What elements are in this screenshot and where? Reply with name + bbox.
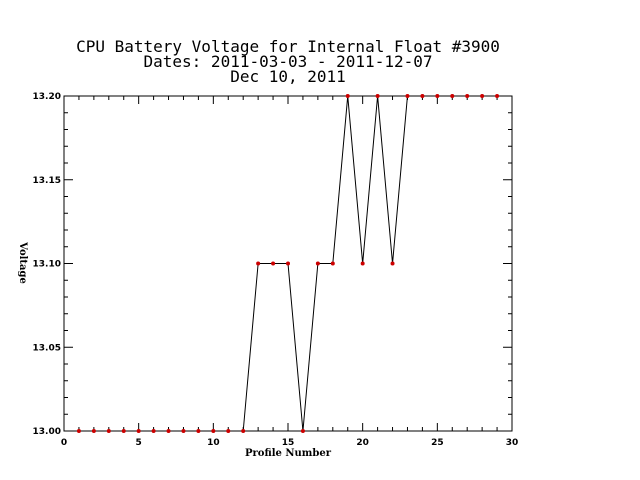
x-tick-label: 0 <box>61 438 67 448</box>
series-layer <box>76 94 500 433</box>
data-point <box>375 94 380 98</box>
chart-title: CPU Battery Voltage for Internal Float #… <box>76 37 500 86</box>
data-point <box>241 429 246 433</box>
data-point <box>480 94 485 98</box>
data-point <box>151 429 156 433</box>
data-point <box>166 429 171 433</box>
data-point <box>106 429 111 433</box>
y-tick-label: 13.10 <box>33 260 61 270</box>
data-point <box>121 429 126 433</box>
x-axis-ticks: 0 5 10 15 20 25 30 <box>61 96 518 448</box>
data-point <box>181 429 186 433</box>
data-point <box>345 94 350 98</box>
chart-title-line-1: CPU Battery Voltage for Internal Float #… <box>76 37 500 56</box>
data-point <box>196 429 201 433</box>
data-point <box>76 429 81 433</box>
data-point <box>450 94 455 98</box>
y-tick-label: 13.15 <box>33 176 61 186</box>
data-point <box>435 94 440 98</box>
data-point <box>495 94 500 98</box>
data-point <box>390 261 395 266</box>
data-point <box>271 261 276 266</box>
y-tick-label: 13.00 <box>33 427 61 437</box>
x-tick-label: 10 <box>207 438 220 448</box>
chart-title-line-2: Dates: 2011-03-03 - 2011-12-07 <box>144 52 433 71</box>
data-point <box>360 261 365 266</box>
data-point <box>330 261 335 266</box>
x-tick-label: 5 <box>136 438 142 448</box>
data-point <box>300 429 305 433</box>
data-point <box>256 261 261 266</box>
data-point <box>405 94 410 98</box>
x-axis-label: Profile Number <box>245 448 332 459</box>
data-point <box>465 94 470 98</box>
data-point <box>211 429 216 433</box>
x-tick-label: 30 <box>506 438 519 448</box>
data-point <box>136 429 141 433</box>
data-point <box>226 429 231 433</box>
data-point <box>315 261 320 266</box>
x-tick-label: 25 <box>431 438 444 448</box>
y-tick-label: 13.20 <box>33 92 61 102</box>
data-point <box>91 429 96 433</box>
y-axis-ticks: 13.00 13.05 13.10 13.15 13.20 <box>33 92 512 437</box>
y-axis-label: Voltage <box>17 241 28 284</box>
data-point <box>420 94 425 98</box>
x-tick-label: 15 <box>282 438 295 448</box>
x-tick-label: 20 <box>356 438 369 448</box>
chart-title-line-3: Dec 10, 2011 <box>230 67 346 86</box>
y-tick-label: 13.05 <box>33 343 61 353</box>
data-point <box>286 261 290 266</box>
